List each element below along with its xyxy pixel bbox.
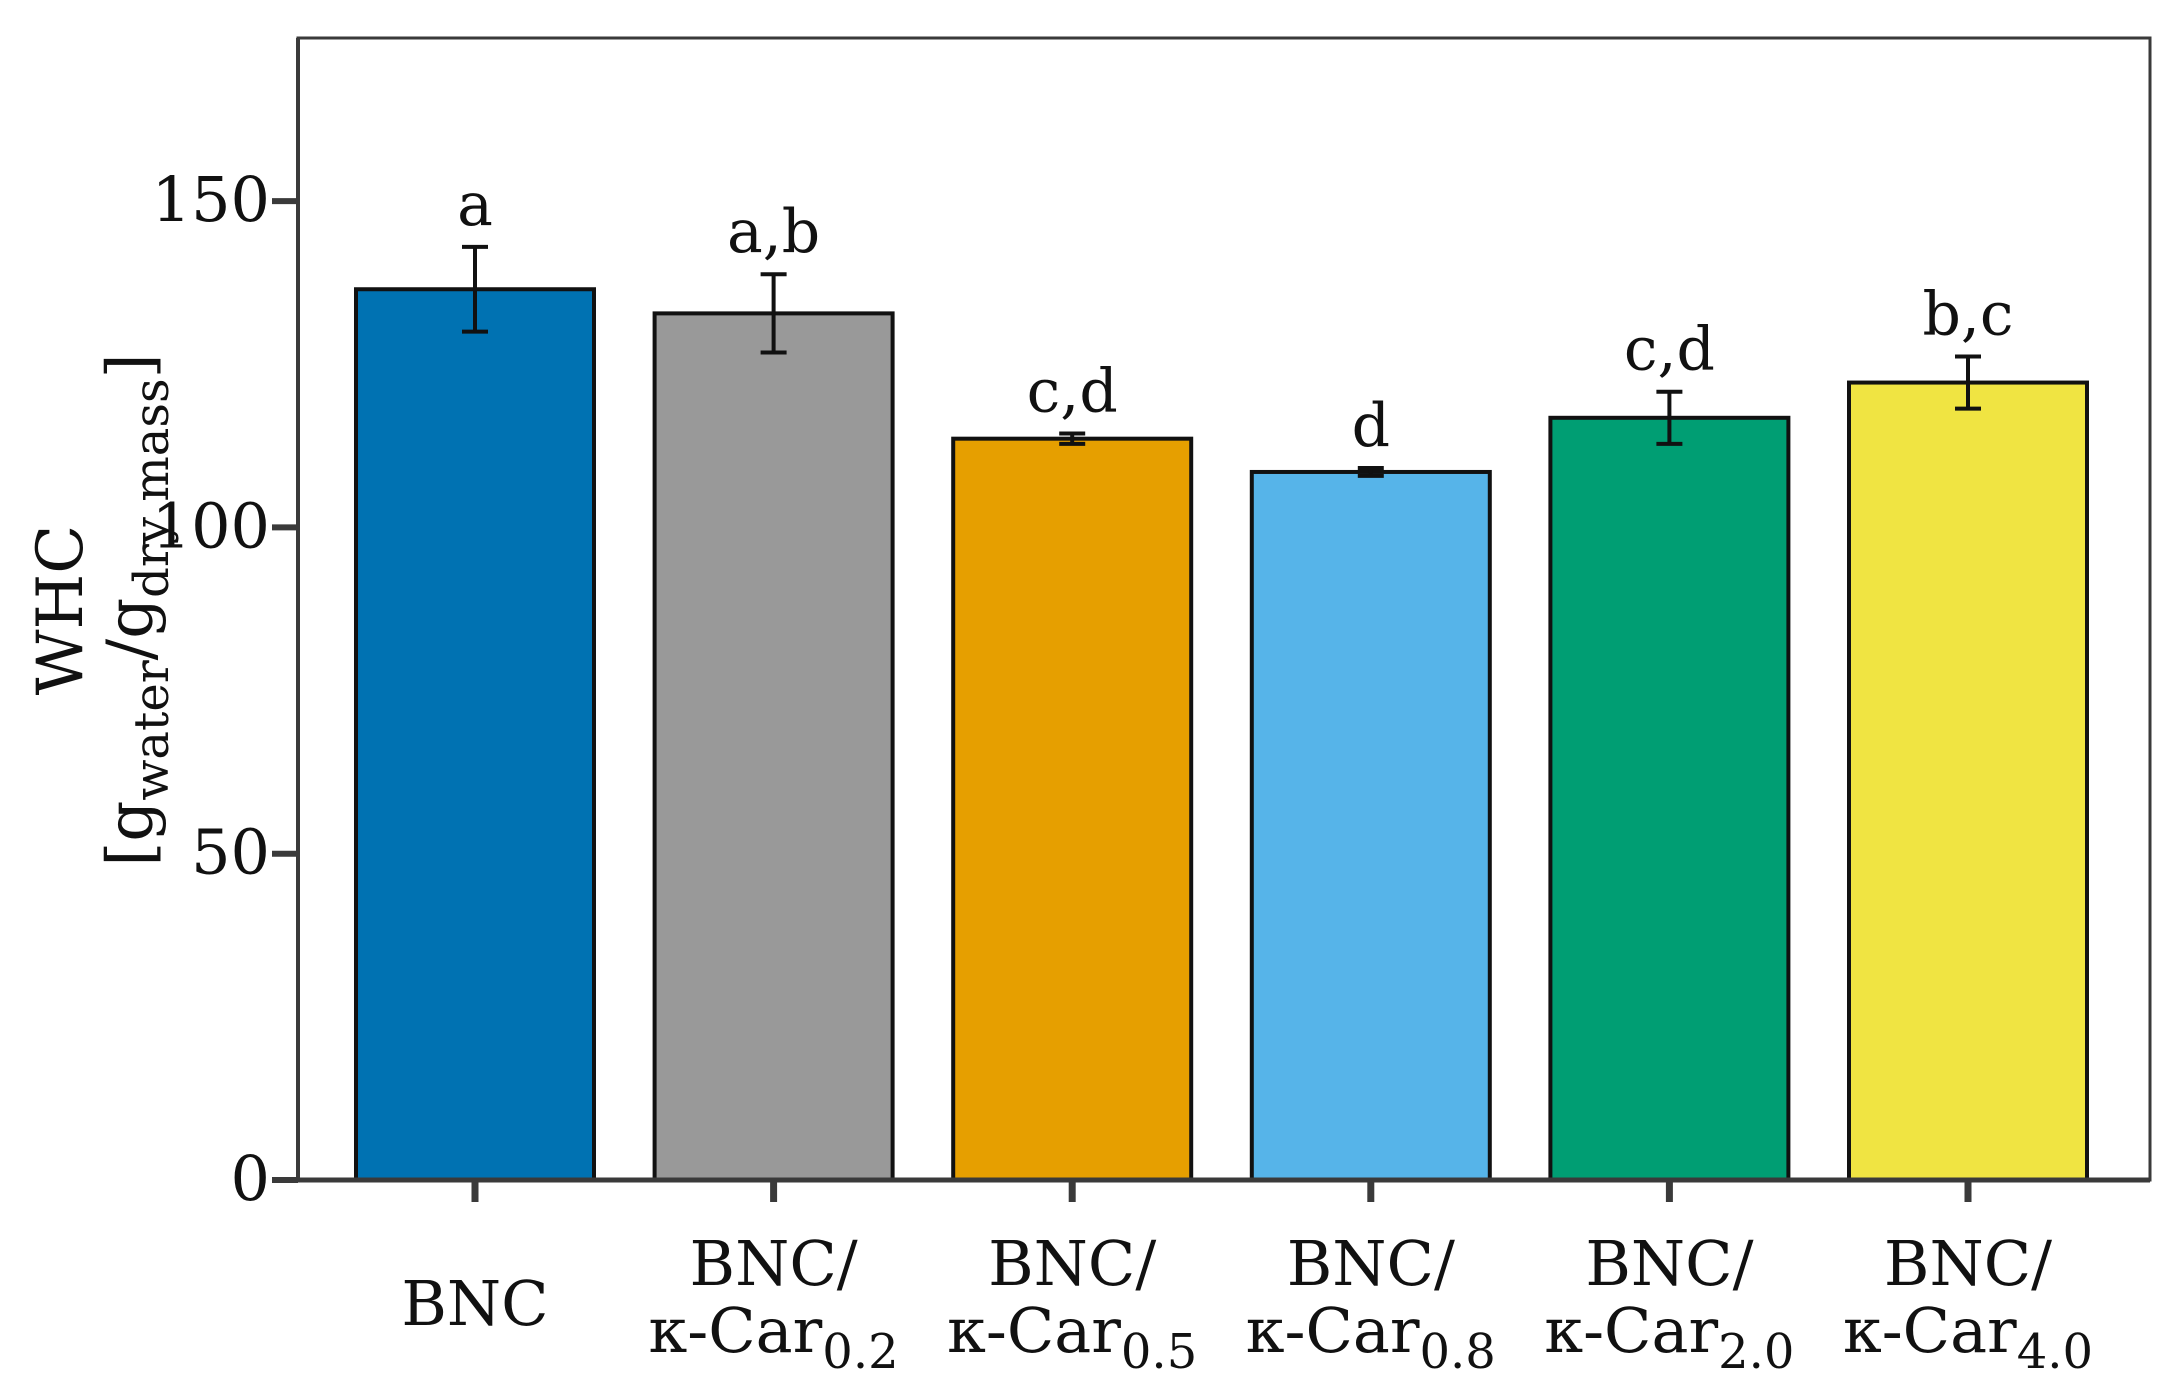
category-line1: BNC/	[690, 1227, 858, 1300]
category-line2: κ-Car0.2	[649, 1294, 899, 1380]
category-label-4: BNC/κ-Car2.0	[1544, 1227, 1794, 1380]
y-axis-unit: [gwater/gdry mass]	[94, 353, 180, 866]
bar-5	[1847, 380, 2089, 1182]
category-subscript: 0.5	[1121, 1324, 1197, 1380]
y-tick-label-0: 0	[231, 1142, 270, 1215]
significance-label-3: d	[1352, 391, 1390, 461]
category-line1: BNC/	[1287, 1227, 1455, 1300]
category-name: κ-Car	[649, 1294, 823, 1367]
error-bar-4	[1656, 389, 1683, 446]
category-line1: BNC/	[988, 1227, 1156, 1300]
y-unit-mid: /g	[94, 598, 168, 661]
y-unit-close: ]	[94, 353, 168, 378]
category-label-0: BNC	[401, 1267, 548, 1340]
category-subscript: 2.0	[1718, 1324, 1794, 1380]
error-bar-2	[1059, 431, 1086, 446]
category-name: κ-Car	[1246, 1294, 1420, 1367]
bar-2	[951, 436, 1194, 1183]
error-bar-5	[1955, 354, 1981, 411]
bar-1	[652, 311, 895, 1182]
category-line2: κ-Car4.0	[1843, 1294, 2093, 1380]
category-label-1: BNC/κ-Car0.2	[649, 1227, 899, 1380]
category-line1: BNC/	[1884, 1227, 2052, 1300]
y-unit-open: [g	[94, 801, 168, 867]
category-line2: κ-Car2.0	[1544, 1294, 1794, 1380]
error-bar-3	[1357, 466, 1384, 478]
y-tick-label-3: 150	[152, 163, 270, 236]
category-line1: BNC	[401, 1267, 548, 1340]
bar-4	[1548, 415, 1791, 1182]
category-subscript: 4.0	[2017, 1324, 2093, 1380]
category-line2: κ-Car0.5	[947, 1294, 1197, 1380]
significance-label-5: b,c	[1922, 279, 2013, 349]
y-unit-sub1: water	[124, 660, 180, 800]
y-unit-sub2: dry mass	[124, 378, 180, 597]
category-subscript: 0.8	[1420, 1324, 1496, 1380]
category-subscript: 0.2	[822, 1324, 898, 1380]
error-bar-1	[760, 272, 787, 355]
y-tick-label-1: 50	[191, 816, 270, 889]
significance-label-0: a	[457, 170, 493, 240]
error-bar-0	[462, 244, 488, 334]
y-axis-label: WHC[gwater/gdry mass]	[24, 353, 180, 866]
category-name: κ-Car	[1843, 1294, 2017, 1367]
bar-0	[354, 287, 596, 1182]
significance-label-2: c,d	[1027, 356, 1118, 426]
category-label-3: BNC/κ-Car0.8	[1246, 1227, 1496, 1380]
significance-label-1: a,b	[727, 197, 820, 267]
category-label-5: BNC/κ-Car4.0	[1843, 1227, 2093, 1380]
category-label-2: BNC/κ-Car0.5	[947, 1227, 1197, 1380]
labels: a a,bc,d dc,db,c050100150BNCBNC/κ-Car0.2BN…	[24, 163, 2093, 1380]
bar-3	[1249, 469, 1492, 1182]
y-axis-title: WHC	[24, 525, 98, 696]
category-line1: BNC/	[1585, 1227, 1753, 1300]
axes	[272, 36, 2152, 1202]
category-name: κ-Car	[947, 1294, 1121, 1367]
significance-label-4: c,d	[1624, 315, 1715, 385]
category-line2: κ-Car0.8	[1246, 1294, 1496, 1380]
y-tick-label-2: 100	[152, 489, 270, 562]
category-name: κ-Car	[1544, 1294, 1718, 1367]
plot-area	[354, 244, 2089, 1183]
